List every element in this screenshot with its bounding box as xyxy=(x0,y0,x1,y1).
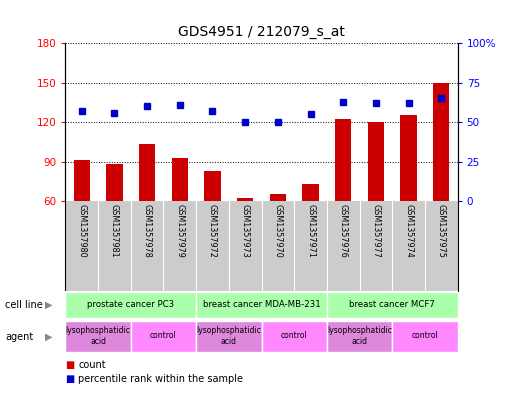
Text: GSM1357981: GSM1357981 xyxy=(110,204,119,257)
Text: breast cancer MCF7: breast cancer MCF7 xyxy=(349,300,435,309)
Bar xyxy=(433,83,449,201)
Bar xyxy=(74,160,90,201)
Text: GSM1357980: GSM1357980 xyxy=(77,204,86,257)
Bar xyxy=(139,145,155,201)
Text: ▶: ▶ xyxy=(45,300,52,310)
Bar xyxy=(106,164,122,201)
Text: GSM1357973: GSM1357973 xyxy=(241,204,249,257)
Bar xyxy=(204,171,221,201)
Text: control: control xyxy=(281,331,308,340)
Text: GSM1357972: GSM1357972 xyxy=(208,204,217,258)
Bar xyxy=(262,321,327,352)
Text: GSM1357970: GSM1357970 xyxy=(274,204,282,257)
Text: ▶: ▶ xyxy=(45,332,52,342)
Text: GSM1357976: GSM1357976 xyxy=(339,204,348,257)
Bar xyxy=(131,321,196,352)
Bar xyxy=(368,122,384,201)
Bar xyxy=(327,292,458,318)
Text: ■: ■ xyxy=(65,360,75,369)
Bar xyxy=(196,292,327,318)
Bar xyxy=(401,116,417,201)
Text: GSM1357974: GSM1357974 xyxy=(404,204,413,257)
Text: cell line: cell line xyxy=(5,300,43,310)
Bar xyxy=(335,119,351,201)
Text: GDS4951 / 212079_s_at: GDS4951 / 212079_s_at xyxy=(178,25,345,39)
Text: percentile rank within the sample: percentile rank within the sample xyxy=(78,374,243,384)
Text: lysophosphatidic
acid: lysophosphatidic acid xyxy=(65,326,131,345)
Text: agent: agent xyxy=(5,332,33,342)
Text: breast cancer MDA-MB-231: breast cancer MDA-MB-231 xyxy=(202,300,321,309)
Bar xyxy=(65,321,131,352)
Bar xyxy=(196,321,262,352)
Bar xyxy=(237,198,253,201)
Bar xyxy=(392,321,458,352)
Text: lysophosphatidic
acid: lysophosphatidic acid xyxy=(327,326,392,345)
Text: count: count xyxy=(78,360,106,369)
Text: GSM1357979: GSM1357979 xyxy=(175,204,184,258)
Text: prostate cancer PC3: prostate cancer PC3 xyxy=(87,300,174,309)
Bar xyxy=(270,195,286,201)
Text: GSM1357971: GSM1357971 xyxy=(306,204,315,257)
Text: GSM1357978: GSM1357978 xyxy=(143,204,152,257)
Text: control: control xyxy=(412,331,438,340)
Text: GSM1357975: GSM1357975 xyxy=(437,204,446,258)
Bar xyxy=(65,292,196,318)
Bar xyxy=(327,321,392,352)
Text: GSM1357977: GSM1357977 xyxy=(371,204,380,258)
Text: lysophosphatidic
acid: lysophosphatidic acid xyxy=(196,326,262,345)
Text: control: control xyxy=(150,331,177,340)
Bar xyxy=(302,184,319,201)
Bar xyxy=(172,158,188,201)
Text: ■: ■ xyxy=(65,374,75,384)
